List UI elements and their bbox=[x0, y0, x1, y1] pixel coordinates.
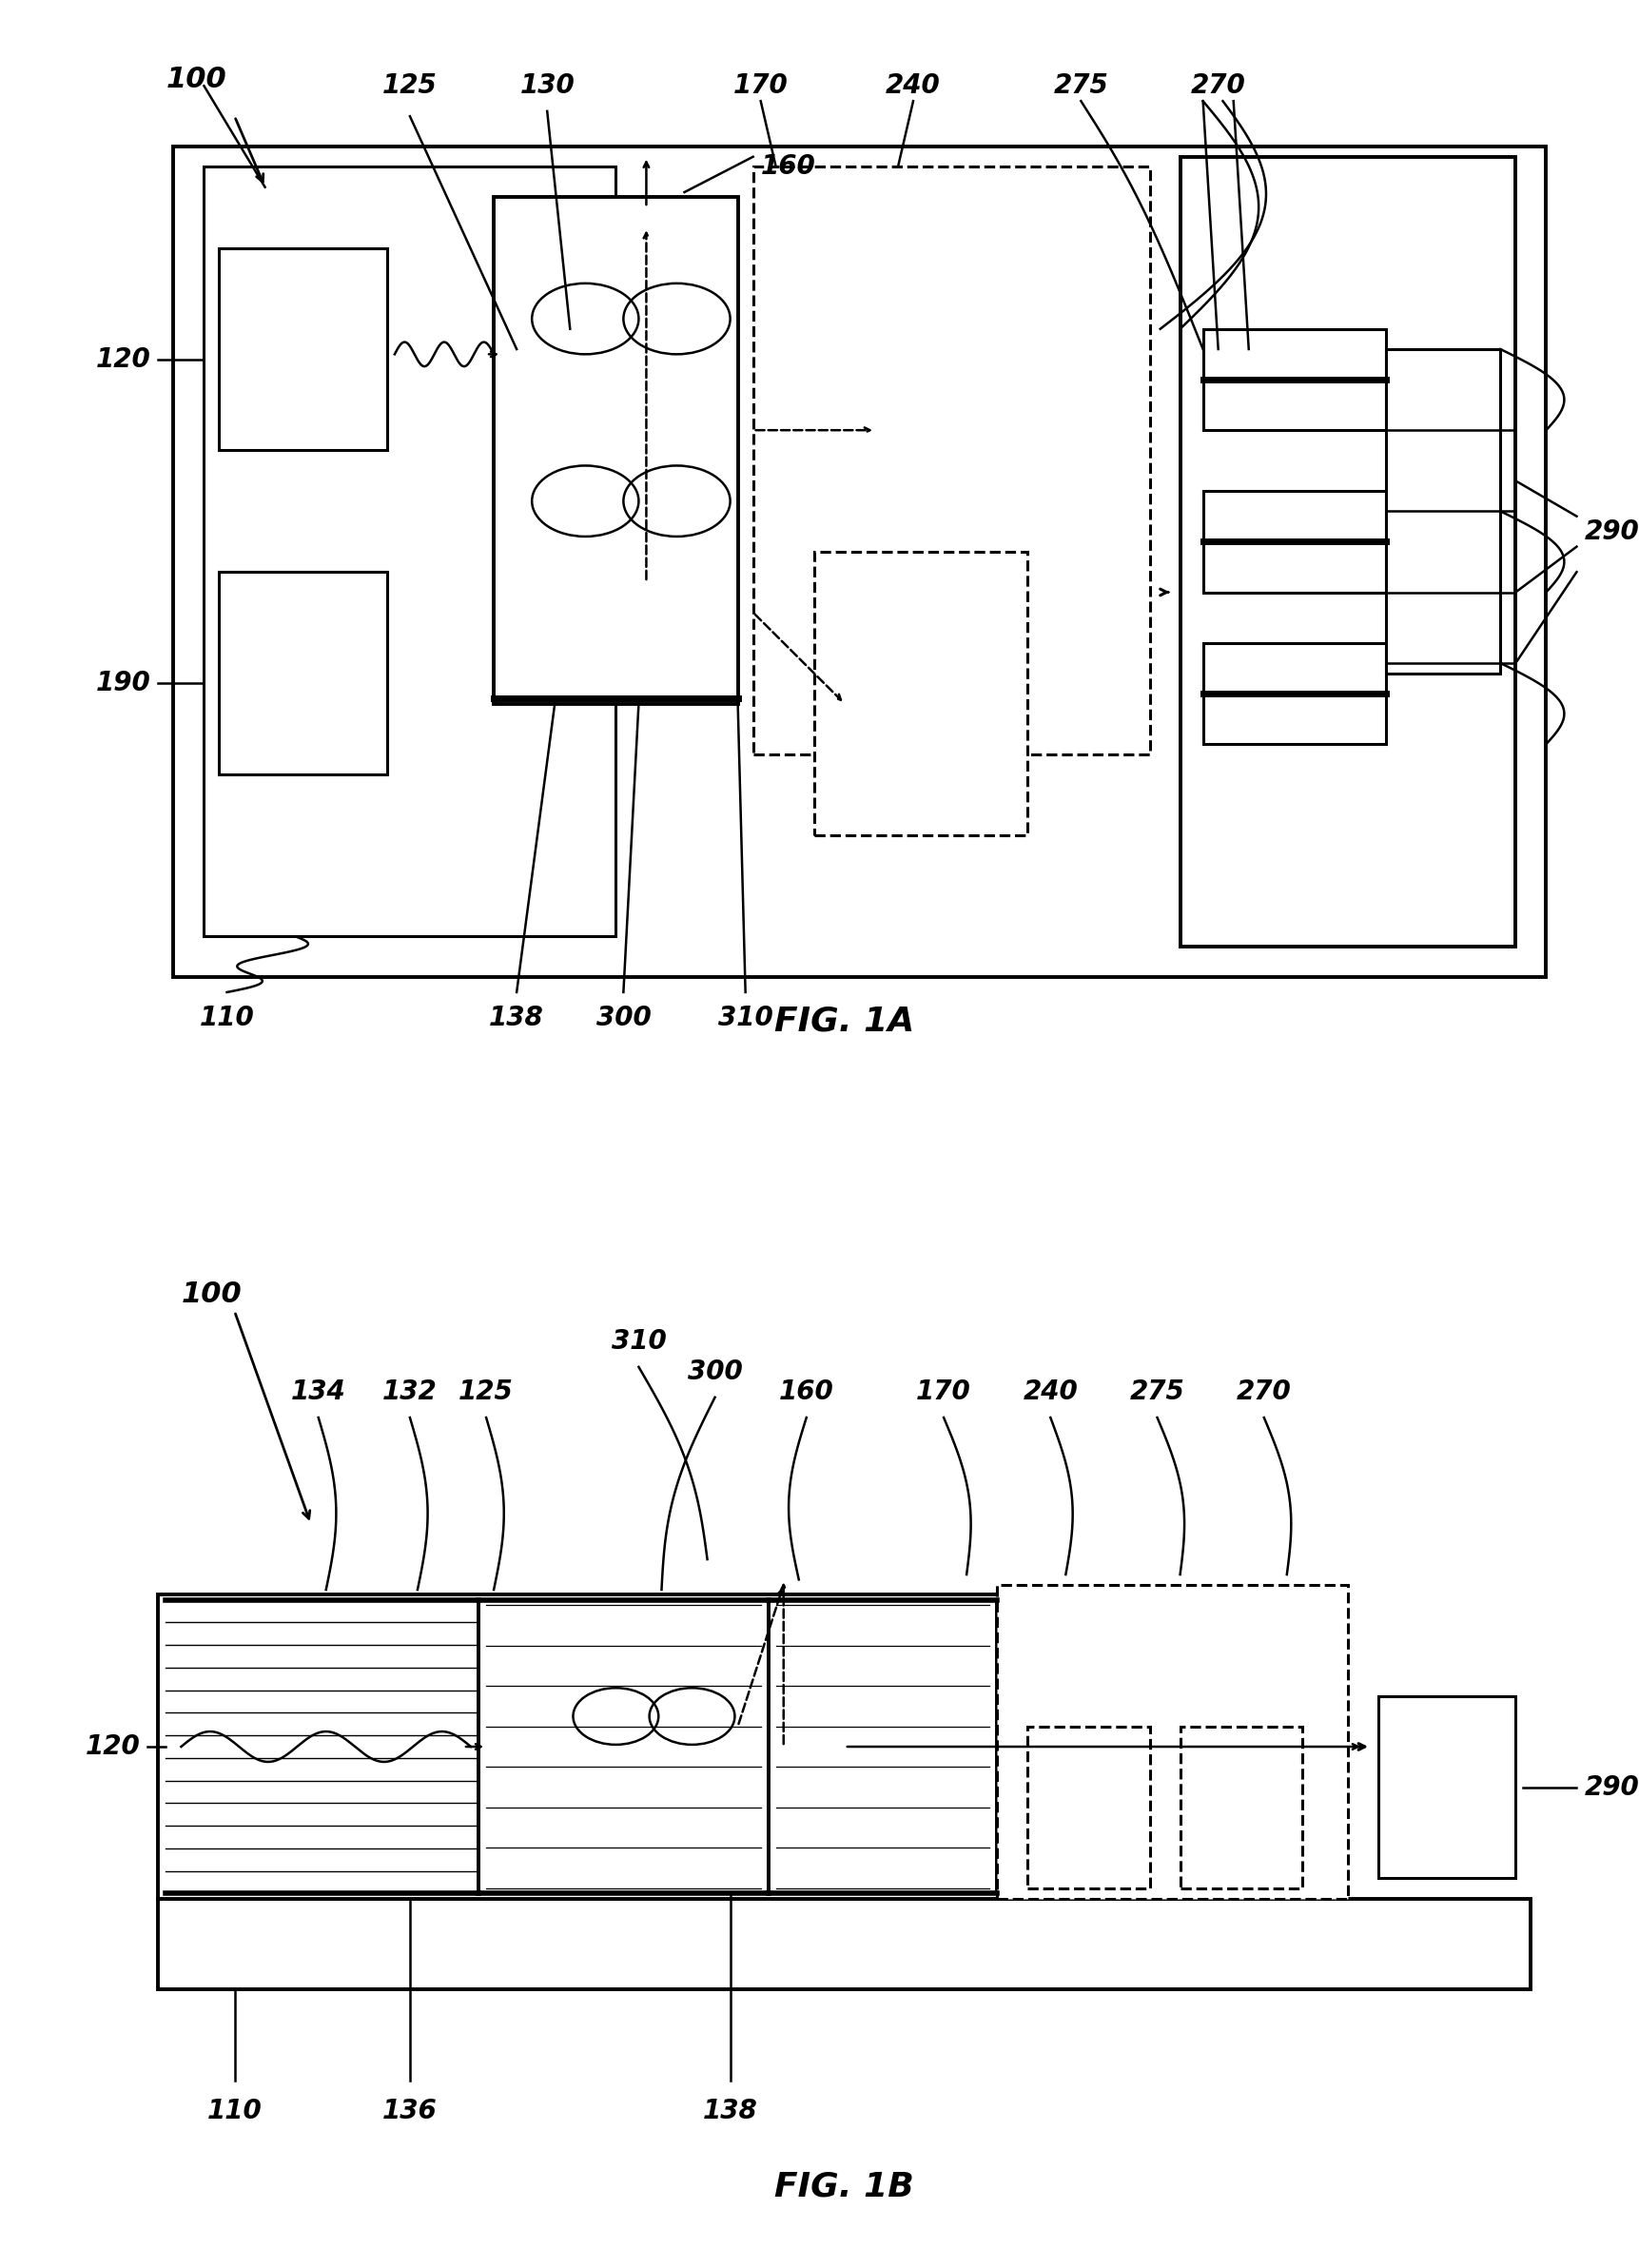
Text: 110: 110 bbox=[200, 1005, 254, 1032]
Bar bbox=[493, 197, 738, 703]
Bar bbox=[174, 147, 1546, 978]
Bar bbox=[997, 1585, 1347, 1898]
Text: 138: 138 bbox=[703, 2098, 757, 2125]
Text: 100: 100 bbox=[166, 66, 226, 93]
Text: 300: 300 bbox=[595, 1005, 651, 1032]
Bar bbox=[1385, 349, 1500, 674]
Bar bbox=[220, 572, 387, 773]
Text: 190: 190 bbox=[95, 669, 151, 696]
Bar bbox=[479, 1599, 767, 1894]
Text: 160: 160 bbox=[779, 1379, 833, 1406]
Bar bbox=[157, 1898, 1531, 1989]
Text: FIG. 1A: FIG. 1A bbox=[774, 1005, 915, 1039]
Text: 290: 290 bbox=[1583, 517, 1639, 544]
Text: 270: 270 bbox=[1236, 1379, 1290, 1406]
Text: 130: 130 bbox=[520, 73, 574, 100]
Text: 240: 240 bbox=[885, 73, 941, 100]
Text: 170: 170 bbox=[916, 1379, 970, 1406]
Text: 136: 136 bbox=[382, 2098, 438, 2125]
Text: 170: 170 bbox=[733, 73, 788, 100]
Bar bbox=[1377, 1696, 1514, 1878]
Text: 134: 134 bbox=[290, 1379, 346, 1406]
Bar bbox=[1180, 156, 1514, 946]
Text: 100: 100 bbox=[180, 1281, 241, 1309]
Bar bbox=[157, 1594, 1224, 1898]
Text: 160: 160 bbox=[760, 154, 815, 179]
Bar bbox=[813, 551, 1028, 835]
Bar bbox=[220, 247, 387, 451]
Text: 110: 110 bbox=[207, 2098, 262, 2125]
Text: 125: 125 bbox=[382, 73, 438, 100]
Text: 132: 132 bbox=[382, 1379, 438, 1406]
Text: 275: 275 bbox=[1052, 73, 1108, 100]
Text: 300: 300 bbox=[687, 1359, 742, 1386]
Bar bbox=[1180, 1726, 1301, 1889]
Text: 120: 120 bbox=[85, 1733, 139, 1760]
Bar bbox=[1028, 1726, 1149, 1889]
Text: 125: 125 bbox=[459, 1379, 513, 1406]
Bar bbox=[1203, 642, 1385, 744]
Bar bbox=[1203, 490, 1385, 592]
Text: 138: 138 bbox=[488, 1005, 544, 1032]
Bar bbox=[203, 168, 616, 937]
Text: 240: 240 bbox=[1023, 1379, 1077, 1406]
Text: 310: 310 bbox=[611, 1329, 665, 1354]
Text: 270: 270 bbox=[1190, 73, 1246, 100]
Bar bbox=[752, 168, 1149, 755]
Text: FIG. 1B: FIG. 1B bbox=[774, 2170, 915, 2202]
Text: 275: 275 bbox=[1129, 1379, 1183, 1406]
Text: 290: 290 bbox=[1583, 1774, 1639, 1801]
Bar bbox=[767, 1599, 997, 1894]
Bar bbox=[1203, 329, 1385, 431]
Text: 310: 310 bbox=[718, 1005, 772, 1032]
Text: 120: 120 bbox=[95, 347, 151, 372]
